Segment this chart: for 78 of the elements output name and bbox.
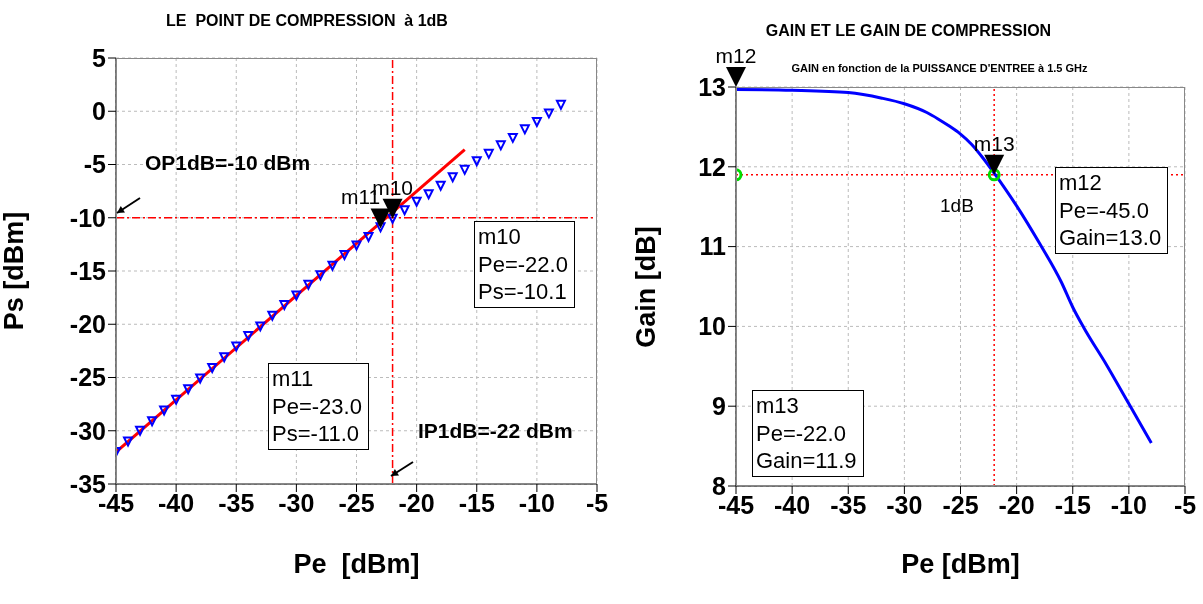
x-axis-title: Pe [dBm] bbox=[292, 549, 421, 580]
x-tick-label: -20 bbox=[398, 488, 435, 517]
y-tick-label: 11 bbox=[699, 232, 727, 261]
chart-subtitle: GAIN en fonction de la PUISSANCE D'ENTREE à 1.5 GHz bbox=[791, 62, 1088, 74]
x-tick-label: -25 bbox=[338, 488, 375, 517]
y-tick-label: -10 bbox=[69, 203, 106, 232]
annotation: m12 Pe=-45.0 Gain=13.0 bbox=[1055, 167, 1169, 254]
annotation: IP1dB=-22 dBm bbox=[418, 418, 573, 444]
point bbox=[171, 394, 182, 405]
x-tick-label: -5 bbox=[585, 488, 609, 517]
annotation: m11 Pe=-23.0 Ps=-11.0 bbox=[268, 363, 369, 450]
x-tick-label: -10 bbox=[1110, 490, 1147, 519]
annotation: m13 Pe=-22.0 Gain=11.9 bbox=[752, 390, 864, 477]
x-tick-label: -35 bbox=[218, 488, 255, 517]
x-tick-label: -20 bbox=[998, 490, 1035, 519]
y-tick-label: 9 bbox=[712, 392, 726, 421]
point bbox=[555, 99, 566, 110]
point bbox=[159, 405, 170, 416]
annotation: OP1dB=-10 dBm bbox=[145, 150, 311, 176]
y-tick-label: -30 bbox=[69, 416, 106, 445]
point bbox=[279, 300, 290, 311]
chart-title: LE POINT DE COMPRESSION à 1dB bbox=[165, 12, 449, 30]
y-tick-label: -5 bbox=[83, 150, 107, 179]
point bbox=[543, 108, 554, 119]
point bbox=[255, 321, 266, 332]
y-tick-label: 0 bbox=[92, 97, 106, 126]
point bbox=[351, 240, 362, 251]
x-tick-label: -5 bbox=[1173, 490, 1197, 519]
annotation: 1dB bbox=[940, 194, 974, 218]
y-tick-label: -20 bbox=[69, 310, 106, 339]
x-tick-label: -40 bbox=[158, 488, 195, 517]
y-axis-title: Ps [dBm] bbox=[0, 211, 30, 331]
y-tick-label: 5 bbox=[92, 43, 107, 72]
x-tick-label: -25 bbox=[942, 490, 979, 519]
point bbox=[303, 279, 314, 290]
point bbox=[231, 341, 242, 352]
x-tick-label: -40 bbox=[774, 490, 811, 519]
point bbox=[507, 132, 518, 143]
point bbox=[339, 250, 350, 261]
y-tick-label: -25 bbox=[69, 363, 107, 392]
point bbox=[291, 290, 302, 301]
x-tick-label: -10 bbox=[518, 488, 555, 517]
point bbox=[135, 425, 146, 436]
point bbox=[423, 189, 434, 200]
point bbox=[147, 416, 158, 427]
point bbox=[447, 172, 458, 183]
point bbox=[315, 270, 326, 281]
y-tick-label: -15 bbox=[69, 256, 107, 285]
x-tick-label: -30 bbox=[278, 488, 315, 517]
point bbox=[195, 373, 206, 384]
y-axis-title: Gain [dB] bbox=[630, 225, 662, 348]
point bbox=[219, 352, 230, 363]
point bbox=[399, 205, 410, 216]
point bbox=[327, 260, 338, 271]
chart-title: GAIN ET LE GAIN DE COMPRESSION bbox=[764, 22, 1053, 40]
y-tick-label: 10 bbox=[698, 312, 726, 341]
x-tick-label: -15 bbox=[458, 488, 495, 517]
point bbox=[435, 180, 446, 191]
annotation: m10 Pe=-22.0 Ps=-10.1 bbox=[474, 221, 575, 308]
x-tick-label: -15 bbox=[1054, 490, 1091, 519]
x-tick-label: -30 bbox=[886, 490, 923, 519]
point bbox=[495, 140, 506, 151]
point bbox=[387, 213, 398, 224]
point bbox=[483, 148, 494, 159]
point bbox=[183, 384, 194, 395]
point bbox=[471, 156, 482, 167]
annotation: m12 bbox=[715, 44, 757, 67]
point bbox=[267, 310, 278, 321]
y-tick-label: 13 bbox=[698, 72, 726, 101]
x-tick-label: -35 bbox=[830, 490, 867, 519]
point bbox=[459, 164, 470, 175]
y-tick-label: 12 bbox=[698, 152, 726, 181]
point bbox=[519, 124, 530, 135]
x-axis-title: Pe [dBm] bbox=[900, 549, 1021, 580]
point bbox=[123, 436, 134, 447]
point bbox=[375, 222, 386, 233]
annotation: m13 bbox=[973, 131, 1015, 155]
point bbox=[411, 196, 422, 207]
